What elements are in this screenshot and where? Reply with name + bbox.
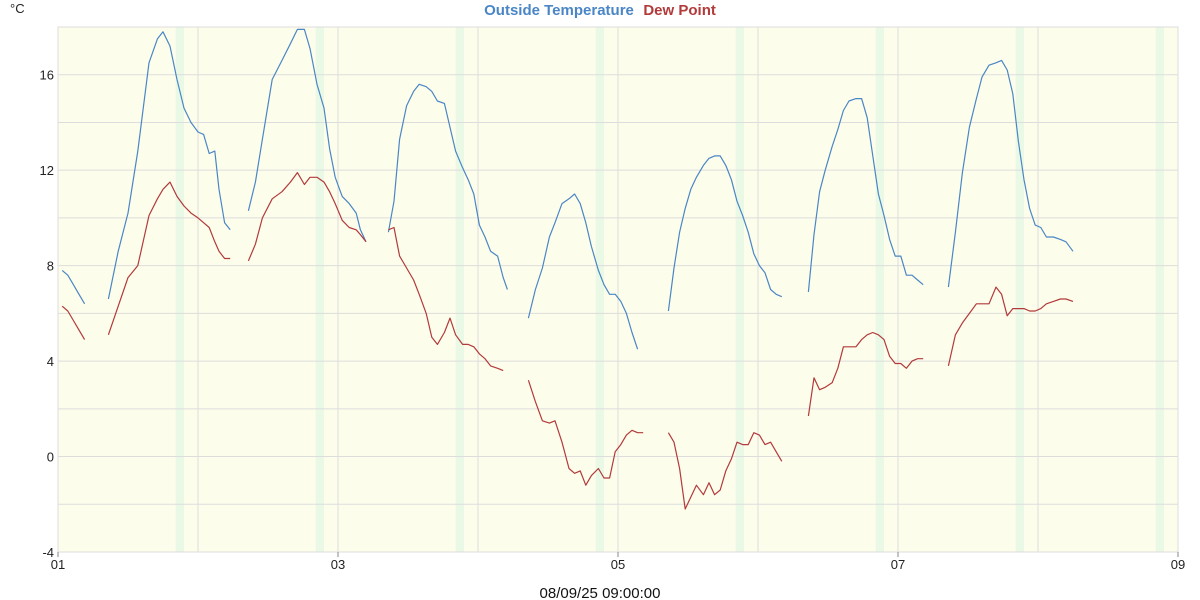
y-axis-ticks: -4 0 4 8 12 16 [40, 68, 54, 560]
y-tick-label: 12 [40, 163, 54, 178]
day-band [455, 27, 464, 552]
gridlines [57, 26, 1179, 553]
x-tick-label: 07 [891, 557, 905, 572]
dew-point-line-segment [947, 286, 1074, 367]
dew-point-line-segment [527, 380, 644, 486]
y-axis-unit: °C [10, 1, 25, 16]
title-series-dew-point: Dew Point [643, 2, 716, 19]
temperature-line-segment [667, 155, 783, 312]
x-tick-label: 09 [1171, 557, 1185, 572]
day-band [735, 27, 744, 552]
y-tick-label: 16 [40, 68, 54, 83]
day-band [875, 27, 884, 552]
temperature-line-segment [247, 28, 367, 243]
dew-point-line-segment [247, 172, 367, 262]
x-tick-label: 03 [331, 557, 345, 572]
temperature-line-segment [947, 59, 1074, 288]
temperature-line-segment [807, 97, 924, 292]
day-band [1155, 27, 1164, 552]
y-tick-label: -4 [42, 545, 54, 560]
temperature-line-segment [107, 31, 231, 300]
dew-point-line-segment [61, 305, 86, 340]
day-band [1015, 27, 1024, 552]
series-lines [61, 28, 1074, 510]
dew-point-line-segment [807, 331, 924, 417]
dew-point-line-segment [667, 432, 783, 510]
y-tick-label: 0 [47, 450, 54, 465]
temperature-line-segment [387, 83, 508, 290]
y-tick-label: 8 [47, 259, 54, 274]
y-tick-label: 4 [47, 354, 54, 369]
x-tick-label: 05 [611, 557, 625, 572]
day-band [595, 27, 604, 552]
dew-point-line-segment [388, 226, 504, 372]
title-series-temperature: Outside Temperature [484, 2, 634, 19]
x-axis-ticks: 01 03 05 07 09 [51, 552, 1185, 572]
chart-title: Outside Temperature Dew Point [484, 2, 716, 19]
temperature-line-segment [61, 269, 86, 305]
day-band [175, 27, 184, 552]
day-band [315, 27, 324, 552]
temperature-line-segment [527, 193, 639, 350]
x-tick-label: 01 [51, 557, 65, 572]
x-axis-timestamp: 08/09/25 09:00:00 [540, 585, 661, 600]
day-bands [175, 27, 1164, 552]
dew-point-line-segment [107, 181, 231, 335]
